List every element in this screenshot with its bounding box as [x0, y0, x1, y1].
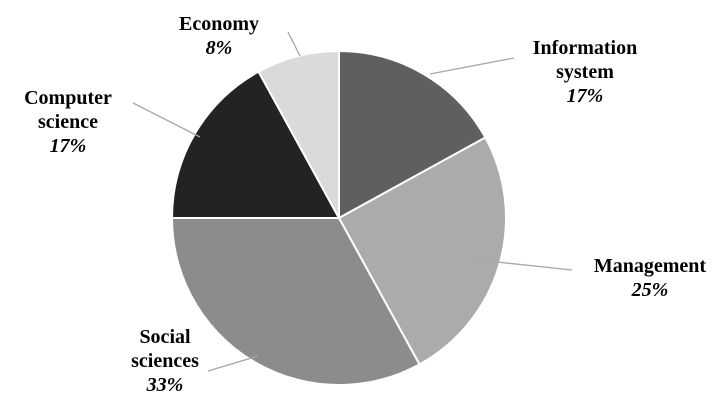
pie-slices	[170, 49, 507, 386]
slice-percent-label: 8%	[206, 37, 233, 59]
slice-percent-label: 17%	[567, 85, 604, 107]
pie-slice	[338, 49, 487, 220]
pie-slice	[170, 217, 421, 386]
slice-category-label: sciences	[131, 350, 199, 372]
pie-slice	[170, 70, 341, 219]
leader-lines	[132, 31, 573, 372]
leader-line	[287, 31, 301, 57]
slice-category-label: Computer	[24, 87, 112, 109]
slice-percent-label: 25%	[631, 279, 669, 301]
slice-percent-label: 17%	[50, 135, 87, 157]
leader-line	[429, 57, 515, 75]
slice-category-label: Social	[139, 326, 191, 348]
slice-category-label: science	[38, 111, 98, 133]
slice-labels: Informationsystem17%Management25%Socials…	[24, 13, 706, 396]
pie-slice	[257, 49, 340, 219]
leader-line	[132, 102, 201, 138]
pie-slice	[337, 136, 507, 366]
slice-percent-label: 33%	[146, 374, 184, 396]
leader-line	[207, 355, 259, 372]
slice-category-label: Information	[533, 37, 637, 59]
slice-category-label: Economy	[179, 13, 259, 35]
slice-category-label: Management	[594, 255, 707, 277]
slice-category-label: system	[556, 61, 614, 83]
leader-line	[477, 259, 573, 271]
